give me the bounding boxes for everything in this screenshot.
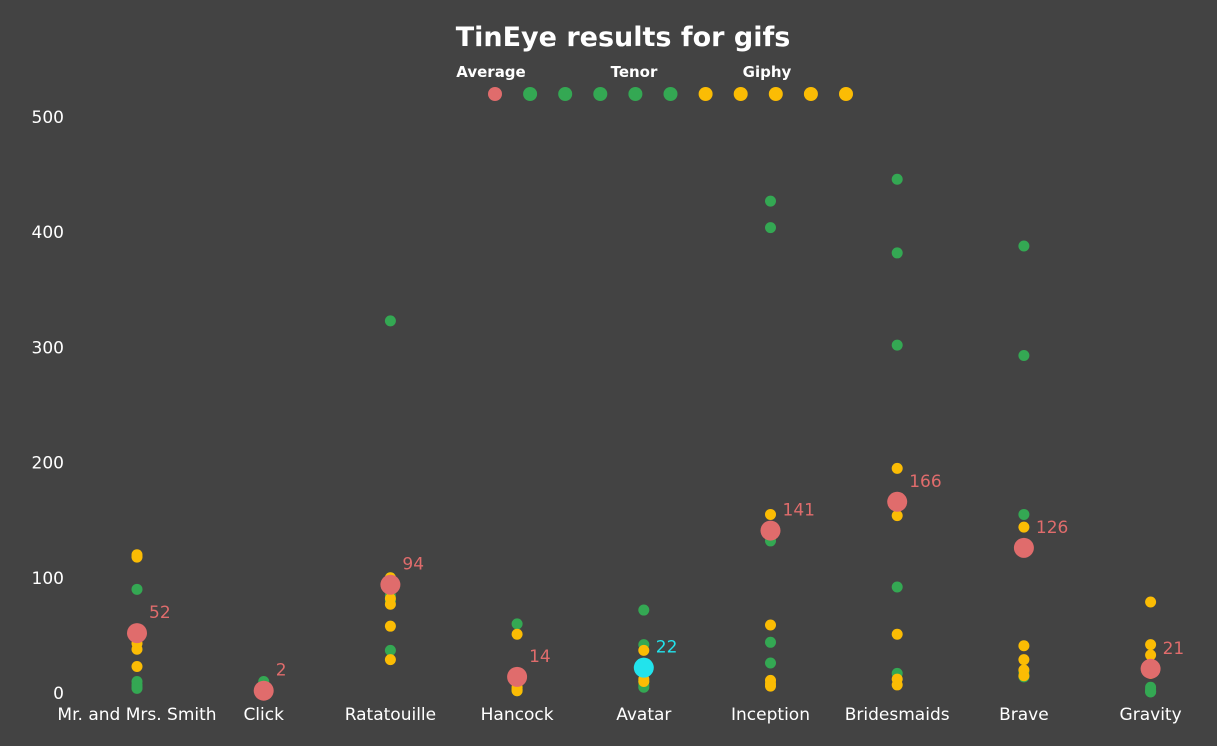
point-tenor: [384, 315, 396, 327]
legend-marker-tenor: [663, 87, 678, 101]
point-giphy: [1018, 654, 1030, 666]
data-points: [131, 173, 1157, 699]
point-giphy: [891, 628, 903, 640]
point-tenor: [891, 581, 903, 593]
point-tenor: [765, 195, 776, 207]
point-average: [380, 574, 401, 595]
point-giphy: [1145, 639, 1157, 651]
point-tenor: [1018, 508, 1030, 520]
point-average: [253, 680, 274, 701]
y-tick-label: 100: [32, 569, 64, 589]
point-giphy: [891, 679, 903, 691]
average-points: 52 2 94 14 22 141 166 126 21: [127, 472, 1184, 701]
legend-label-average: Average: [456, 63, 525, 81]
point-giphy: [765, 508, 776, 520]
point-giphy: [638, 675, 650, 687]
point-giphy: [131, 643, 143, 655]
point-giphy: [1145, 596, 1157, 608]
legend-marker-tenor: [628, 87, 643, 101]
point-average: [887, 491, 908, 512]
y-tick-label: 0: [53, 684, 64, 704]
x-tick-label: Ratatouille: [345, 705, 436, 725]
point-tenor: [891, 173, 903, 185]
point-tenor: [1018, 349, 1030, 361]
legend-marker-giphy: [768, 87, 783, 101]
point-tenor: [765, 222, 776, 234]
point-giphy: [638, 644, 650, 656]
legend-marker-giphy: [803, 87, 818, 101]
legend-marker-tenor: [523, 87, 538, 101]
legend-marker-tenor: [593, 87, 608, 101]
point-giphy: [384, 598, 396, 610]
y-tick-label: 300: [32, 338, 64, 358]
data-label-average: 14: [529, 647, 551, 667]
point-giphy: [384, 654, 396, 666]
point-average: [1013, 537, 1034, 558]
point-tenor: [891, 247, 903, 259]
point-giphy: [1018, 640, 1030, 652]
point-tenor: [891, 339, 903, 351]
point-giphy: [891, 462, 903, 474]
legend-label-giphy: Giphy: [743, 63, 792, 81]
chart-title: TinEye results for gifs: [456, 22, 791, 53]
point-average: [633, 657, 654, 678]
data-label-average: 94: [402, 555, 424, 575]
legend-marker-giphy: [733, 87, 748, 101]
legend-marker-average: [488, 87, 502, 101]
legend-marker-tenor: [558, 87, 573, 101]
y-tick-label: 200: [32, 454, 64, 474]
point-giphy: [1018, 521, 1030, 533]
x-tick-label: Bridesmaids: [845, 705, 950, 725]
x-tick-label: Brave: [999, 705, 1049, 725]
data-label-average: 2: [276, 661, 287, 681]
point-giphy: [765, 680, 776, 692]
point-giphy: [511, 628, 523, 640]
point-giphy: [511, 685, 523, 697]
y-axis: 0 100 200 300 400 500: [32, 108, 64, 704]
point-giphy: [131, 661, 143, 673]
point-giphy: [384, 620, 396, 632]
point-giphy: [131, 551, 143, 563]
point-tenor: [1145, 686, 1157, 698]
point-tenor: [765, 636, 776, 648]
point-tenor: [1018, 240, 1030, 252]
point-tenor: [765, 657, 776, 669]
x-tick-label: Gravity: [1120, 705, 1182, 725]
point-average: [507, 666, 528, 687]
point-average: [1140, 658, 1161, 679]
x-tick-label: Click: [243, 705, 284, 725]
point-giphy: [765, 619, 776, 631]
point-tenor: [384, 644, 396, 656]
point-average: [127, 623, 147, 644]
legend: Average Tenor Giphy: [456, 63, 853, 101]
data-label-average: 166: [909, 472, 941, 492]
legend-label-tenor: Tenor: [611, 63, 658, 81]
data-label-average: 22: [656, 638, 678, 658]
point-tenor: [131, 682, 143, 694]
data-label-average: 21: [1163, 639, 1185, 659]
x-tick-label: Inception: [731, 705, 810, 725]
legend-marker-giphy: [839, 87, 853, 101]
x-tick-label: Avatar: [616, 705, 671, 725]
y-tick-label: 500: [32, 108, 64, 128]
point-tenor: [638, 604, 650, 616]
y-tick-label: 400: [32, 223, 64, 243]
point-average: [760, 520, 781, 541]
point-tenor: [511, 618, 523, 630]
data-label-average: 126: [1036, 518, 1068, 538]
data-label-average: 141: [783, 501, 815, 521]
data-label-average: 52: [149, 603, 171, 623]
x-axis: Mr. and Mrs. Smith Click Ratatouille Hancoc…: [57, 705, 1181, 725]
x-tick-label: Hancock: [481, 705, 554, 725]
point-tenor: [131, 583, 143, 595]
x-tick-label: Mr. and Mrs. Smith: [57, 705, 216, 725]
legend-marker-giphy: [698, 87, 713, 101]
point-giphy: [1145, 649, 1157, 661]
point-giphy: [891, 510, 903, 522]
point-giphy: [1018, 670, 1030, 682]
